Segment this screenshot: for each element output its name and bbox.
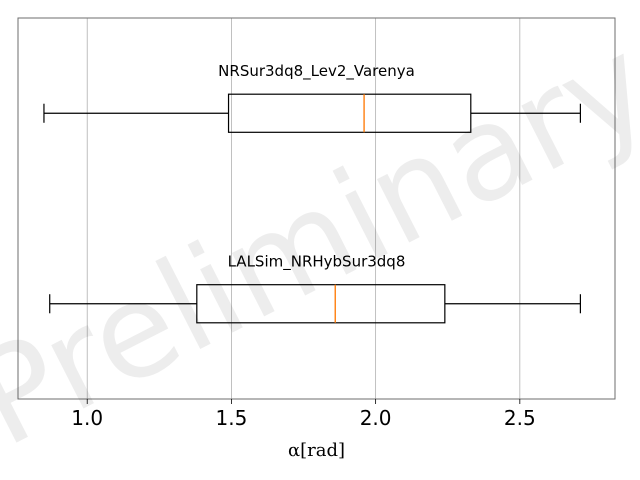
x-tick-label-0: 1.0 — [71, 406, 103, 430]
x-axis-ticks: 1.0 1.5 2.0 2.5 — [71, 399, 536, 430]
x-axis-label: α[rad] — [288, 440, 345, 461]
x-tick-label-1: 1.5 — [216, 406, 248, 430]
plot-frame — [17, 17, 616, 400]
x-tick-label-2: 2.0 — [360, 406, 392, 430]
box-plot-0 — [43, 93, 581, 133]
box-plot-series — [43, 93, 581, 324]
box-label-1: LALSim_NRHybSur3dq8 — [228, 253, 406, 272]
box-plot-1 — [49, 284, 581, 324]
box-label-0: NRSur3dq8_Lev2_Varenya — [218, 62, 415, 81]
box-labels: NRSur3dq8_Lev2_Varenya LALSim_NRHybSur3dq… — [218, 62, 415, 272]
interquartile-box — [227, 93, 472, 133]
grid-lines — [86, 18, 521, 399]
interquartile-box — [196, 284, 446, 324]
x-tick-label-3: 2.5 — [504, 406, 536, 430]
